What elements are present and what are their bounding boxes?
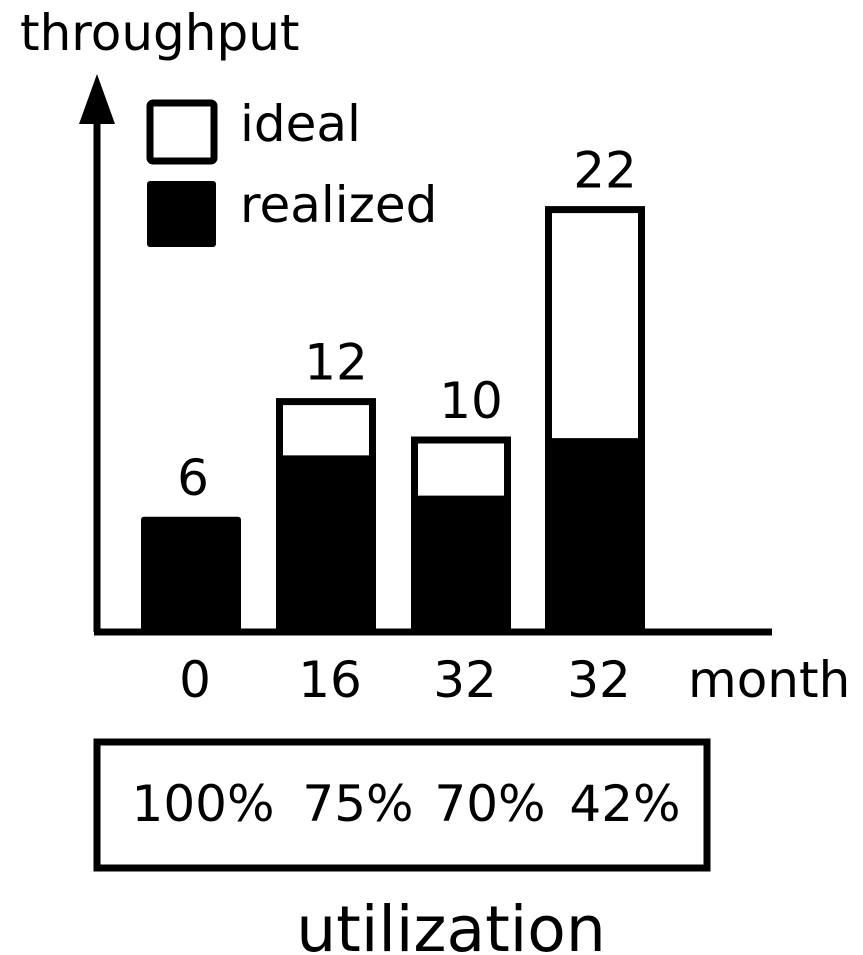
- bar-value-label: 10: [439, 372, 503, 430]
- x-axis-title: month: [688, 651, 850, 709]
- legend: ideal realized: [146, 95, 437, 247]
- legend-label-realized: realized: [240, 176, 437, 234]
- x-tick-label: 32: [433, 651, 497, 709]
- utilization-value: 70%: [434, 775, 545, 833]
- bar-value-label: 12: [304, 334, 368, 392]
- legend-swatch-realized: [147, 181, 216, 247]
- x-tick-label: 16: [298, 651, 362, 709]
- utilization-title: utilization: [296, 893, 606, 955]
- y-axis-title: throughput: [20, 4, 300, 62]
- bar-value-label: 22: [573, 142, 637, 200]
- bars-group: 6 0 12 16 10 32 22 32: [141, 142, 645, 709]
- utilization-value: 42%: [569, 775, 680, 833]
- x-tick-label: 32: [567, 651, 631, 709]
- bar-realized: [545, 438, 645, 632]
- y-axis-arrowhead: [79, 74, 115, 124]
- utilization-value: 75%: [302, 775, 413, 833]
- utilization-value: 100%: [132, 775, 275, 833]
- utilization-values: 100% 75% 70% 42%: [132, 775, 681, 833]
- bar-value-label: 6: [177, 449, 209, 507]
- bar-realized: [411, 495, 511, 632]
- x-tick-label: 0: [179, 651, 211, 709]
- legend-label-ideal: ideal: [240, 95, 361, 153]
- utilization-box: [93, 738, 711, 872]
- bar-realized: [276, 455, 376, 632]
- legend-swatch-ideal: [146, 99, 218, 165]
- bar-realized: [141, 516, 241, 632]
